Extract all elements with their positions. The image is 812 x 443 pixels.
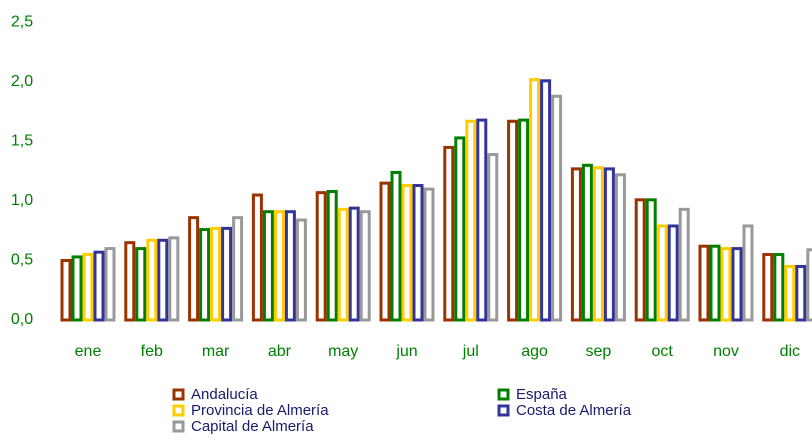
bar (762, 253, 774, 322)
bar (232, 216, 244, 322)
bar (390, 170, 402, 322)
bar (667, 224, 679, 322)
bar (454, 136, 466, 322)
bar (199, 228, 211, 322)
y-tick-label: 0,0 (11, 311, 33, 328)
y-tick-label: 2,0 (11, 73, 33, 90)
bar (507, 119, 519, 322)
y-tick-label: 1,5 (11, 133, 33, 150)
bar (656, 224, 668, 322)
bar (773, 253, 785, 322)
bar (60, 259, 72, 322)
legend-marker (172, 388, 185, 401)
bar (806, 248, 812, 322)
bar (188, 216, 200, 322)
bar (443, 145, 455, 322)
bar (221, 226, 233, 322)
legend-marker (497, 404, 510, 417)
bar (273, 210, 285, 322)
bar (210, 226, 222, 322)
bar (678, 207, 690, 322)
bar (412, 184, 424, 322)
x-tick-label: mar (202, 343, 230, 360)
bar (71, 255, 83, 322)
bar (359, 210, 371, 322)
legend-label: Provincia de Almería (191, 402, 329, 419)
bar (645, 198, 657, 322)
bar (540, 79, 552, 322)
bar (742, 224, 754, 322)
legend-marker (172, 420, 185, 433)
bar (284, 210, 296, 322)
bar (634, 198, 646, 322)
bar (93, 250, 105, 322)
bar (487, 153, 499, 322)
legend-marker (172, 404, 185, 417)
x-tick-label: oct (652, 343, 674, 360)
bar (348, 206, 360, 322)
bar (157, 238, 169, 322)
bar (379, 181, 391, 322)
bar (529, 78, 541, 322)
x-tick-label: feb (141, 343, 163, 360)
bar (251, 193, 263, 322)
y-tick-label: 2,5 (11, 14, 33, 31)
x-tick-label: dic (780, 343, 800, 360)
bar (476, 118, 488, 322)
bar (124, 241, 136, 322)
bar (720, 247, 732, 322)
bar (423, 187, 435, 322)
x-tick-label: may (328, 343, 358, 360)
bar (731, 247, 743, 322)
bar (168, 236, 180, 322)
legend-label: España (516, 386, 568, 403)
legend-marker (497, 388, 510, 401)
bar (82, 253, 94, 322)
bar (551, 94, 563, 322)
legend-label: Andalucía (191, 386, 258, 403)
legend-label: Capital de Almería (191, 418, 314, 435)
x-tick-label: jul (462, 343, 479, 360)
bar (570, 167, 582, 322)
x-tick-label: ene (75, 343, 102, 360)
bar (146, 238, 158, 322)
y-tick-label: 1,0 (11, 192, 33, 209)
bar (295, 218, 307, 322)
bar (581, 163, 593, 322)
x-tick-label: sep (586, 343, 612, 360)
bar (315, 191, 327, 322)
bar (784, 264, 796, 322)
bar (326, 189, 338, 322)
bar (614, 173, 626, 322)
y-tick-label: 0,5 (11, 252, 33, 269)
bar (465, 119, 477, 322)
bar (337, 207, 349, 322)
x-tick-label: jun (395, 343, 417, 360)
bar (603, 167, 615, 322)
bar (795, 264, 807, 322)
bar (698, 244, 710, 322)
bar (709, 244, 721, 322)
bar (518, 118, 530, 322)
x-tick-label: abr (268, 343, 292, 360)
x-tick-label: nov (713, 343, 739, 360)
x-tick-label: ago (521, 343, 548, 360)
bar (592, 166, 604, 322)
bar (401, 184, 413, 322)
legend-label: Costa de Almería (516, 402, 632, 419)
bar (104, 247, 116, 322)
bar (135, 247, 147, 322)
bar (262, 210, 274, 322)
